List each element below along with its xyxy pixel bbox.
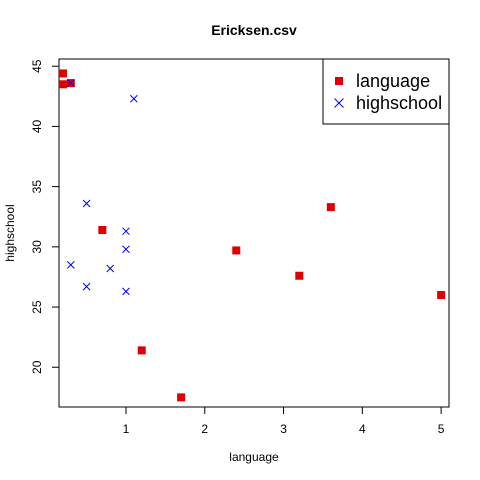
point-highschool — [122, 227, 130, 236]
point-highschool — [122, 245, 130, 254]
legend-box — [322, 58, 450, 125]
legend-label-highschool: highschool — [356, 93, 442, 113]
point-language — [58, 80, 67, 89]
y-tick-label: 40 — [30, 119, 44, 133]
x-tick-label: 5 — [438, 422, 445, 436]
y-tick-label: 45 — [30, 59, 44, 73]
legend-label-language: language — [356, 71, 430, 91]
y-axis: 20 25 30 35 40 45 — [30, 59, 60, 374]
point-highschool — [129, 94, 138, 103]
point-language — [437, 291, 446, 300]
x-tick-label: 2 — [201, 422, 208, 436]
y-axis-label: highschool — [3, 204, 17, 261]
y-tick-label: 25 — [30, 300, 44, 314]
point-highschool — [82, 282, 91, 291]
x-axis-label: language — [229, 450, 279, 464]
y-tick-label: 20 — [30, 360, 44, 374]
x-tick-label: 4 — [359, 422, 366, 436]
point-language — [295, 271, 304, 280]
legend-marker-language — [335, 77, 343, 85]
point-highschool — [66, 79, 75, 87]
point-language — [137, 346, 146, 355]
x-tick-label: 3 — [280, 422, 287, 436]
point-highschool — [106, 264, 115, 273]
point-language — [232, 246, 241, 255]
point-highschool — [66, 261, 75, 269]
point-language — [58, 69, 67, 78]
point-highschool — [82, 199, 91, 208]
point-language — [98, 225, 107, 234]
y-tick-label: 35 — [30, 180, 44, 194]
chart-title: Ericksen.csv — [211, 22, 297, 38]
point-language — [177, 393, 186, 402]
point-language — [326, 203, 335, 212]
legend-marker-highschool — [334, 98, 344, 108]
point-highschool — [122, 287, 130, 296]
x-tick-label: 1 — [123, 422, 130, 436]
x-axis: 1 2 3 4 5 — [123, 406, 445, 436]
y-tick-label: 30 — [30, 240, 44, 254]
data-points — [58, 69, 446, 402]
